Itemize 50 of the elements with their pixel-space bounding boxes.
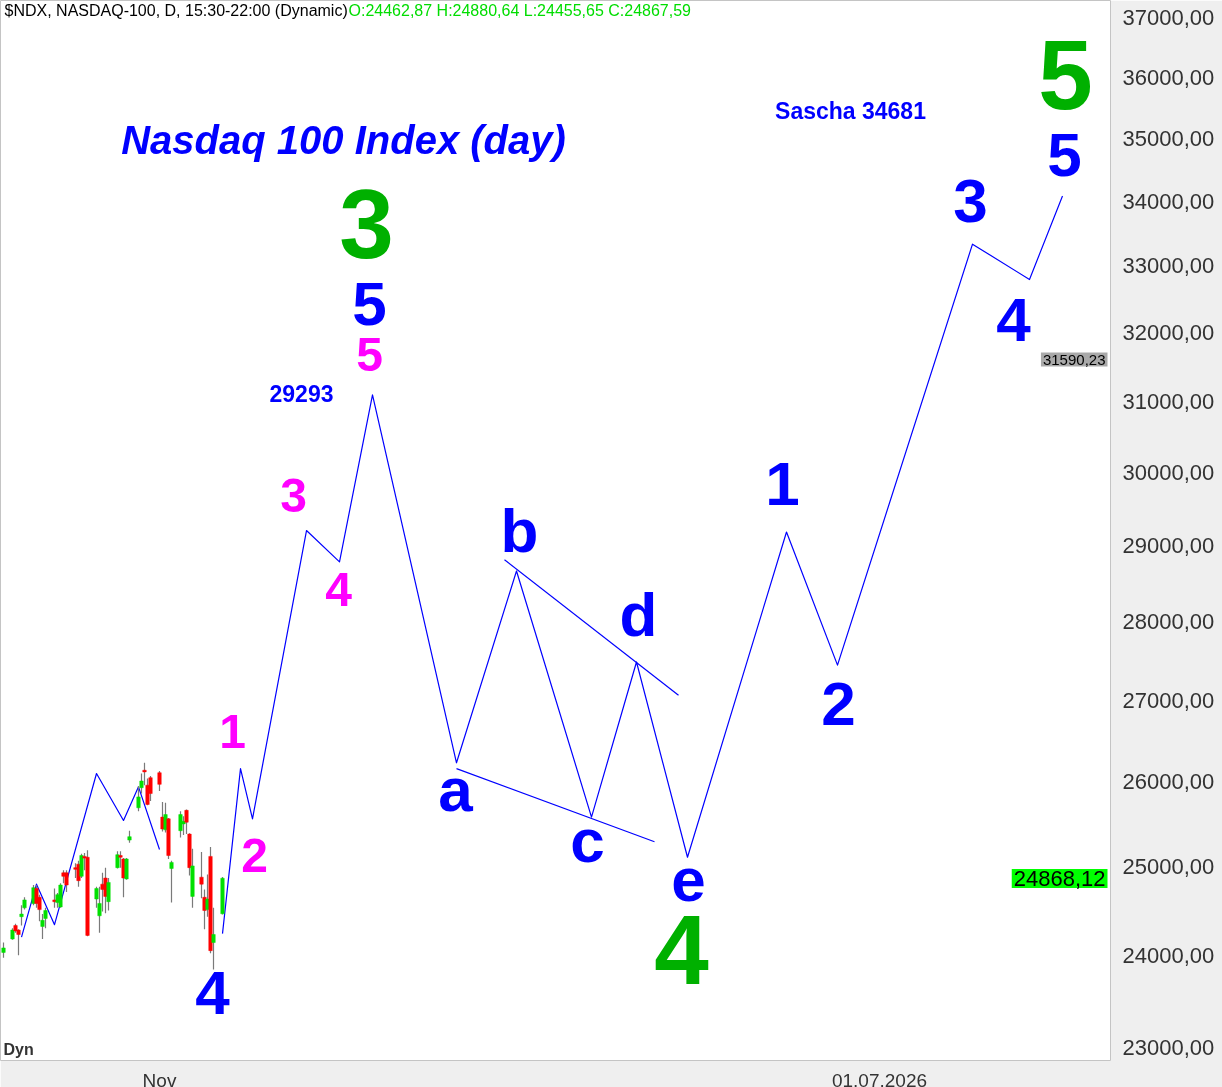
candlestick — [103, 867, 108, 914]
annotation: 2 — [821, 668, 856, 738]
y-tick-label: 26000,00 — [1122, 769, 1215, 795]
y-tick-label: 27000,00 — [1122, 687, 1215, 713]
y-tick-label: 36000,00 — [1122, 64, 1215, 90]
y-tick-label: 23000,00 — [1122, 1034, 1215, 1060]
annotation: 29293 — [269, 381, 334, 407]
y-tick-label: 30000,00 — [1122, 459, 1215, 485]
candlestick — [157, 770, 162, 792]
annotation: 1 — [765, 448, 800, 518]
annotation: 1 — [219, 705, 246, 758]
annotation: d — [619, 580, 658, 649]
annotation: 3 — [953, 165, 988, 235]
y-tick-label: 31000,00 — [1122, 388, 1215, 414]
annotation: Sascha 34681 — [775, 97, 927, 124]
annotation: 31590,23 — [1042, 350, 1106, 368]
y-tick-label: 32000,00 — [1122, 319, 1215, 345]
annotation: 2 — [241, 829, 268, 882]
candlestick — [16, 928, 21, 956]
candlestick — [142, 762, 147, 786]
annotation: c — [570, 806, 605, 875]
annotation: Dyn — [3, 1041, 34, 1058]
line-series — [20, 772, 161, 938]
y-tick-label: 37000,00 — [1122, 5, 1215, 31]
candlestick — [163, 802, 168, 833]
x-tick-label: 01.07.2026 — [831, 1069, 928, 1087]
chart-subtitle: $NDX, NASDAQ-100, D, 15:30-22:00 (Dynamic) — [4, 1, 348, 19]
candlestick — [148, 775, 153, 802]
annotation: 4 — [996, 284, 1032, 354]
x-tick-label: Nov — [142, 1069, 177, 1087]
candlestick — [169, 860, 174, 904]
y-tick-label: 25000,00 — [1122, 854, 1215, 880]
annotation: 4 — [195, 957, 231, 1027]
annotation: 3 — [280, 469, 307, 522]
y-tick-label: 28000,00 — [1122, 608, 1215, 634]
annotation: b — [500, 496, 539, 565]
text: Nasdaq 100 Index (day) — [121, 117, 566, 162]
candlestick — [145, 777, 150, 806]
candlestick — [211, 907, 216, 971]
annotation: a — [438, 755, 474, 824]
annotation: O:24462,87 H:24880,64 L:24455,65 C:24867,59 — [348, 1, 692, 19]
candlestick — [181, 815, 186, 836]
annotation: 24868,12 — [1013, 866, 1106, 891]
candlestick — [178, 810, 183, 839]
annotation: 4 — [325, 563, 353, 616]
y-tick-label: 35000,00 — [1122, 125, 1215, 151]
y-tick-label: 33000,00 — [1122, 253, 1215, 279]
y-tick-label: 29000,00 — [1122, 532, 1215, 558]
y-tick-label: 24000,00 — [1122, 942, 1215, 968]
y-tick-label: 34000,00 — [1122, 188, 1215, 214]
